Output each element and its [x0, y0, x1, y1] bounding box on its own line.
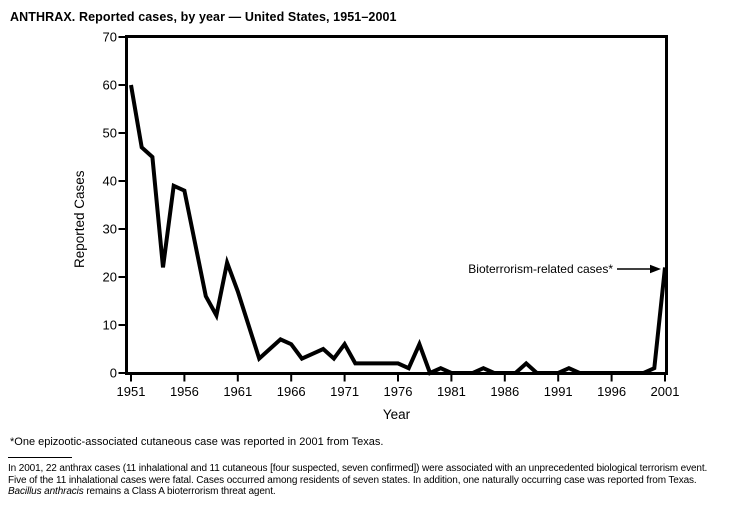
x-tick-label: 1981: [437, 384, 466, 399]
bacillus-anthracis-italic: Bacillus anthracis: [8, 486, 84, 498]
y-tick-label: 50: [103, 126, 117, 141]
x-tick-label: 1996: [597, 384, 626, 399]
y-tick-label: 60: [103, 78, 117, 93]
plot-area: 0 10 20 30 40 50 60 70 1951 1956 1961 1966 1971 1976 1…: [103, 30, 680, 400]
footnote-line: Five of the 11 inhalational cases were f…: [8, 474, 697, 486]
y-tick-label: 0: [110, 366, 117, 381]
x-tick-label: 1976: [384, 384, 413, 399]
y-tick-label: 20: [103, 270, 117, 285]
y-tick-label: 40: [103, 174, 117, 189]
footnote-line3-rest: remains a Class A bioterrorism threat ag…: [83, 486, 276, 498]
y-tick-label: 30: [103, 222, 117, 237]
plot-frame: [125, 35, 668, 375]
x-tick-label: 1951: [117, 384, 146, 399]
x-tick-label: 1971: [330, 384, 359, 399]
x-tick-label: 1966: [277, 384, 306, 399]
axis-tick-labels: 0 10 20 30 40 50 60 70 1951 1956 1961 1966 1971 1976 1…: [103, 30, 680, 400]
footnote-epizootic: *One epizootic-associated cutaneous case…: [10, 436, 384, 448]
footnote-paragraph: In 2001, 22 anthrax cases (11 inhalation…: [8, 463, 707, 498]
x-axis-title: Year: [382, 407, 411, 422]
chart-title: ANTHRAX. Reported cases, by year — Unite…: [10, 10, 397, 24]
footnote-line: In 2001, 22 anthrax cases (11 inhalation…: [8, 463, 708, 474]
x-tick-label: 1991: [544, 384, 573, 399]
y-tick-label: 10: [103, 318, 117, 333]
y-tick-label: 70: [103, 30, 117, 45]
data-line-reported-cases: [129, 84, 667, 376]
annotation-label: Bioterrorism-related cases*: [468, 262, 613, 276]
annotation-arrow: [617, 264, 661, 274]
footnote-divider: [8, 457, 72, 458]
footnote-line: Bacillus anthracis remains a Class A bio…: [8, 486, 707, 498]
x-tick-label: 1956: [170, 384, 199, 399]
x-tick-label: 1961: [223, 384, 252, 399]
x-tick-label: 2001: [651, 384, 680, 399]
axis-ticks: [118, 36, 666, 382]
x-tick-label: 1986: [490, 384, 519, 399]
